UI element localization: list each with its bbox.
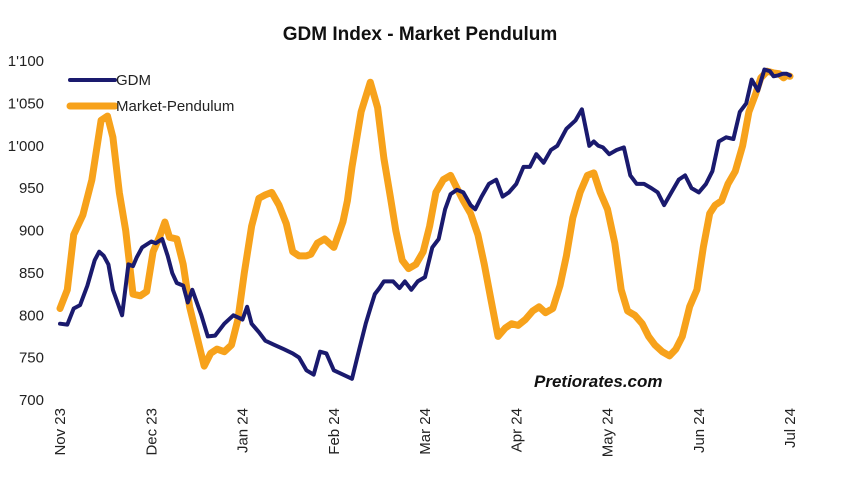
series-layer [60, 70, 790, 379]
x-tick-label: Apr 24 [508, 408, 525, 452]
chart: GDM Index - Market Pendulum 700 750 800 850… [0, 0, 861, 480]
y-tick-label: 950 [19, 180, 44, 197]
watermark: Pretiorates.com [534, 372, 663, 391]
x-tick-label: Nov 23 [52, 408, 69, 456]
y-axis: 700 750 800 850 900 950 1'000 1'050 1'100 [8, 53, 44, 409]
y-tick-label: 700 [19, 392, 44, 409]
legend-label-gdm: GDM [116, 72, 151, 89]
y-tick-label: 1'000 [8, 138, 44, 155]
y-tick-label: 800 [19, 307, 44, 324]
series-line-market-pendulum [60, 71, 790, 366]
x-tick-label: Jun 24 [691, 408, 708, 453]
x-axis: Nov 23 Dec 23 Jan 24 Feb 24 Mar 24 Apr 24 May … [52, 408, 799, 457]
x-tick-label: Jul 24 [782, 408, 799, 448]
y-tick-label: 900 [19, 223, 44, 240]
y-tick-label: 750 [19, 350, 44, 367]
x-tick-label: Dec 23 [143, 408, 160, 456]
chart-title: GDM Index - Market Pendulum [283, 24, 557, 45]
y-tick-label: 850 [19, 265, 44, 282]
x-tick-label: May 24 [600, 408, 617, 457]
legend-label-market-pendulum: Market-Pendulum [116, 98, 234, 115]
y-tick-label: 1'100 [8, 53, 44, 70]
x-tick-label: Mar 24 [417, 408, 434, 455]
x-tick-label: Jan 24 [235, 408, 252, 453]
x-tick-label: Feb 24 [326, 408, 343, 455]
legend: GDM Market-Pendulum [70, 72, 234, 115]
y-tick-label: 1'050 [8, 95, 44, 112]
